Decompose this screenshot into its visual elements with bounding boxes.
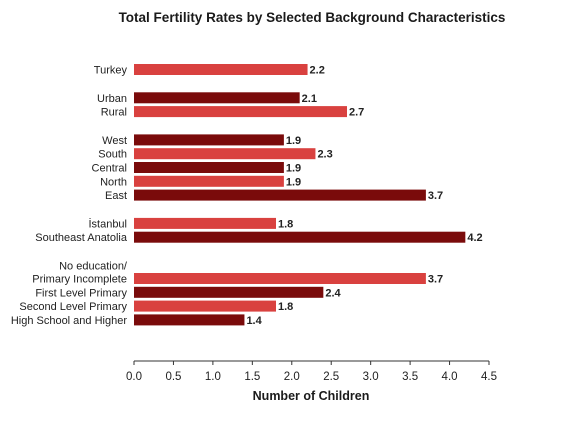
data-label: 3.7 xyxy=(428,274,443,286)
data-label: 1.8 xyxy=(278,218,293,230)
bar xyxy=(134,134,284,146)
x-tick-label: 0.0 xyxy=(126,371,142,383)
x-tick-label: 1.0 xyxy=(205,371,221,383)
bar xyxy=(134,189,426,201)
category-label: Central xyxy=(92,163,127,175)
bar xyxy=(134,314,245,326)
x-tick-label: 3.5 xyxy=(402,371,418,383)
bar xyxy=(134,106,347,118)
x-tick-label: 0.5 xyxy=(165,371,181,383)
data-label: 1.9 xyxy=(286,135,301,147)
category-label: Southeast Anatolia xyxy=(35,232,128,244)
bar xyxy=(134,175,284,187)
data-label: 2.4 xyxy=(325,287,341,299)
bar xyxy=(134,286,324,298)
category-label: West xyxy=(102,135,127,147)
category-label: Second Level Primary xyxy=(19,301,127,313)
bar xyxy=(134,217,276,229)
x-tick-label: 4.5 xyxy=(481,371,497,383)
category-label: İstanbul xyxy=(88,217,127,230)
category-label: High School and Higher xyxy=(11,315,128,327)
chart-title: Total Fertility Rates by Selected Backgr… xyxy=(119,10,506,25)
bar xyxy=(134,231,466,243)
category-label: Rural xyxy=(101,107,127,119)
bar xyxy=(134,273,426,284)
category-label: First Level Primary xyxy=(35,287,127,299)
data-label: 4.2 xyxy=(467,232,482,244)
bar xyxy=(134,64,308,75)
data-label: 3.7 xyxy=(428,190,443,202)
category-label: No education/ xyxy=(59,261,128,273)
bar xyxy=(134,92,300,104)
data-label: 2.2 xyxy=(310,65,325,77)
data-label: 1.4 xyxy=(246,315,262,327)
bar xyxy=(134,162,284,173)
bars-layer: Turkey 2.2 Urban 2.1 Rural 2.7 West 1.9 South 2.3… xyxy=(11,64,483,327)
data-label: 1.9 xyxy=(286,163,301,175)
bar xyxy=(134,300,276,312)
bar xyxy=(134,148,316,160)
category-label: Urban xyxy=(97,93,127,105)
data-label: 2.3 xyxy=(317,149,332,161)
x-axis: 0.0 0.5 1.0 1.5 2.0 2.5 3.0 3.5 4.0 4.5 xyxy=(126,360,497,383)
data-label: 2.7 xyxy=(349,107,364,119)
category-label: Turkey xyxy=(94,65,128,77)
data-label: 1.9 xyxy=(286,176,301,188)
x-tick-label: 1.5 xyxy=(244,371,260,383)
data-label: 1.8 xyxy=(278,301,293,313)
category-label: East xyxy=(105,190,127,202)
category-label: Primary Incomplete xyxy=(32,274,127,286)
category-label: South xyxy=(98,149,127,161)
x-tick-label: 2.5 xyxy=(323,371,339,383)
category-label: North xyxy=(100,176,127,188)
x-tick-label: 3.0 xyxy=(363,371,379,383)
x-axis-title: Number of Children xyxy=(253,389,370,403)
x-tick-label: 2.0 xyxy=(284,371,300,383)
data-label: 2.1 xyxy=(302,93,317,105)
x-tick-label: 4.0 xyxy=(442,371,458,383)
